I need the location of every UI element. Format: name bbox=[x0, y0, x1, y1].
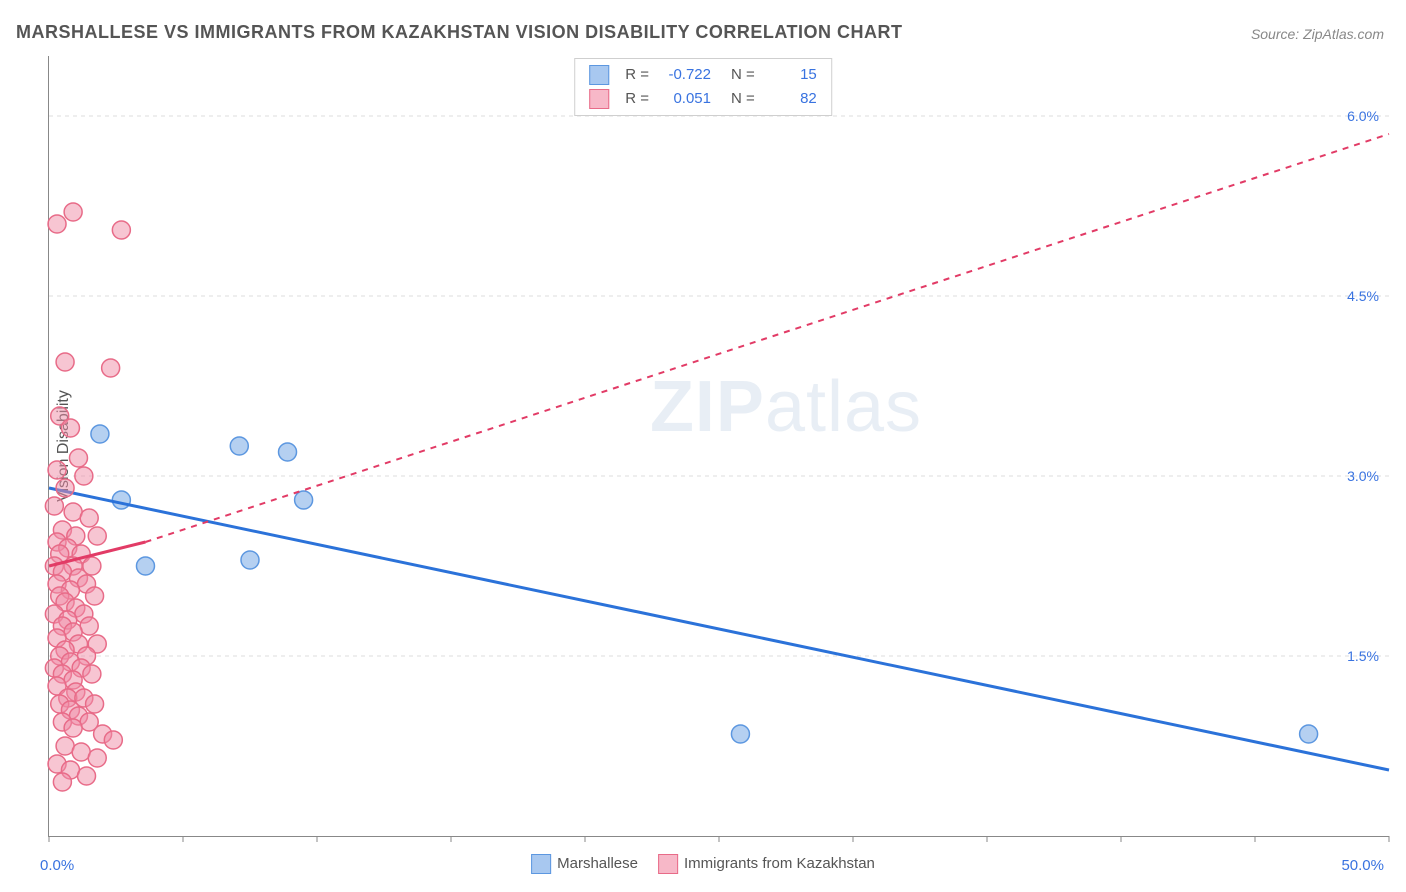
chart-title: MARSHALLESE VS IMMIGRANTS FROM KAZAKHSTA… bbox=[16, 22, 903, 43]
data-point bbox=[91, 425, 109, 443]
data-point bbox=[53, 773, 71, 791]
y-tick-label: 3.0% bbox=[1347, 468, 1379, 484]
stats-swatch-1 bbox=[589, 89, 609, 109]
source-prefix: Source: bbox=[1251, 26, 1303, 42]
legend-item-1: Immigrants from Kazakhstan bbox=[658, 854, 875, 874]
stats-r-value-1: 0.051 bbox=[659, 87, 711, 111]
source-name: ZipAtlas.com bbox=[1303, 26, 1384, 42]
data-point bbox=[64, 503, 82, 521]
stats-row-1: R = 0.051 N = 82 bbox=[589, 87, 817, 111]
data-point bbox=[45, 497, 63, 515]
data-point bbox=[48, 461, 66, 479]
legend-swatch-0 bbox=[531, 854, 551, 874]
data-point bbox=[88, 749, 106, 767]
data-point bbox=[1300, 725, 1318, 743]
data-point bbox=[56, 353, 74, 371]
data-point bbox=[112, 491, 130, 509]
data-point bbox=[241, 551, 259, 569]
x-axis-max-label: 50.0% bbox=[1341, 857, 1384, 874]
stats-n-label-1: N = bbox=[731, 87, 755, 111]
legend-bottom: Marshallese Immigrants from Kazakhstan bbox=[531, 854, 875, 874]
stats-r-label-0: R = bbox=[625, 63, 649, 87]
plot-area: 1.5%3.0%4.5%6.0% ZIPatlas bbox=[48, 56, 1389, 837]
data-point bbox=[112, 221, 130, 239]
data-point bbox=[61, 419, 79, 437]
y-tick-label: 6.0% bbox=[1347, 108, 1379, 124]
data-point bbox=[69, 449, 87, 467]
data-point bbox=[48, 215, 66, 233]
y-tick-label: 1.5% bbox=[1347, 648, 1379, 664]
stats-n-value-0: 15 bbox=[765, 63, 817, 87]
data-point bbox=[88, 527, 106, 545]
stats-n-value-1: 82 bbox=[765, 87, 817, 111]
data-point bbox=[64, 203, 82, 221]
data-point bbox=[80, 509, 98, 527]
data-point bbox=[230, 437, 248, 455]
data-point bbox=[72, 743, 90, 761]
data-point bbox=[295, 491, 313, 509]
data-point bbox=[83, 665, 101, 683]
data-point bbox=[80, 617, 98, 635]
legend-label-0: Marshallese bbox=[557, 855, 638, 872]
trend-line-solid bbox=[49, 488, 1389, 770]
x-axis-min-label: 0.0% bbox=[40, 857, 74, 874]
data-point bbox=[56, 737, 74, 755]
stats-n-label-0: N = bbox=[731, 63, 755, 87]
trend-line-dashed bbox=[145, 134, 1389, 542]
legend-item-0: Marshallese bbox=[531, 854, 638, 874]
y-tick-label: 4.5% bbox=[1347, 288, 1379, 304]
stats-legend-box: R = -0.722 N = 15 R = 0.051 N = 82 bbox=[574, 58, 832, 116]
data-point bbox=[279, 443, 297, 461]
chart-container: MARSHALLESE VS IMMIGRANTS FROM KAZAKHSTA… bbox=[0, 0, 1406, 892]
legend-swatch-1 bbox=[658, 854, 678, 874]
data-point bbox=[102, 359, 120, 377]
data-point bbox=[56, 479, 74, 497]
data-point bbox=[86, 587, 104, 605]
plot-svg: 1.5% 3.0% 4.5% 6.0% bbox=[49, 56, 1389, 836]
data-point bbox=[75, 467, 93, 485]
source-attribution: Source: ZipAtlas.com bbox=[1251, 26, 1384, 42]
data-point bbox=[64, 719, 82, 737]
data-point bbox=[731, 725, 749, 743]
stats-row-0: R = -0.722 N = 15 bbox=[589, 63, 817, 87]
data-point bbox=[86, 695, 104, 713]
stats-r-label-1: R = bbox=[625, 87, 649, 111]
legend-label-1: Immigrants from Kazakhstan bbox=[684, 855, 875, 872]
data-point bbox=[136, 557, 154, 575]
stats-swatch-0 bbox=[589, 65, 609, 85]
data-point bbox=[104, 731, 122, 749]
data-point bbox=[78, 767, 96, 785]
stats-r-value-0: -0.722 bbox=[659, 63, 711, 87]
